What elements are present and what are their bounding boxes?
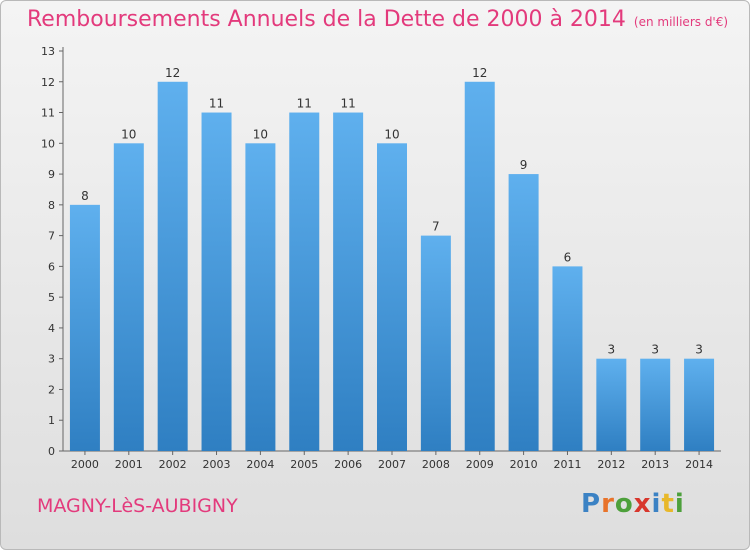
bar-value-label: 11	[340, 97, 355, 111]
logo-letter: P	[581, 489, 602, 519]
bar-value-label: 11	[297, 97, 312, 111]
bar-value-label: 10	[121, 127, 136, 141]
bar	[377, 143, 407, 452]
commune-name: MAGNY-LèS-AUBIGNY	[37, 495, 238, 517]
y-tick-label: 0	[48, 445, 55, 458]
y-tick-label: 10	[41, 137, 55, 150]
x-tick-label: 2003	[203, 458, 231, 471]
y-tick-label: 13	[41, 45, 55, 58]
x-tick-label: 2011	[553, 458, 581, 471]
y-tick-label: 2	[48, 383, 55, 396]
x-tick-label: 2001	[115, 458, 143, 471]
bar	[596, 358, 627, 451]
x-tick-label: 2010	[510, 458, 538, 471]
bar	[69, 204, 100, 451]
logo-letter: i	[651, 489, 662, 519]
bar-value-label: 10	[253, 127, 268, 141]
x-tick-label: 2013	[641, 458, 669, 471]
bar-value-label: 3	[608, 343, 616, 357]
chart-title: Remboursements Annuels de la Dette de 20…	[27, 7, 728, 32]
y-tick-label: 11	[41, 107, 55, 120]
bar	[420, 235, 451, 451]
bar-value-label: 11	[209, 97, 224, 111]
chart-subtitle: (en milliers d'€)	[633, 15, 729, 29]
bar-value-label: 9	[520, 158, 528, 172]
bar-value-label: 6	[564, 250, 572, 264]
logo-letter: t	[661, 489, 675, 519]
bar	[552, 266, 583, 451]
x-tick-label: 2002	[159, 458, 187, 471]
logo-letter: x	[633, 489, 652, 519]
x-tick-label: 2000	[71, 458, 99, 471]
bar	[201, 112, 232, 452]
bar-value-label: 12	[472, 66, 487, 80]
y-tick-label: 5	[48, 291, 55, 304]
proxiti-logo[interactable]: Proxiti	[581, 489, 685, 519]
x-tick-label: 2012	[597, 458, 625, 471]
bar-value-label: 3	[651, 343, 659, 357]
bar	[333, 112, 364, 452]
bar	[289, 112, 320, 452]
y-tick-label: 3	[48, 353, 55, 366]
x-tick-label: 2004	[246, 458, 274, 471]
y-tick-label: 12	[41, 76, 55, 89]
x-tick-label: 2005	[290, 458, 318, 471]
x-tick-label: 2014	[685, 458, 713, 471]
bar-value-label: 8	[81, 189, 89, 203]
bar	[245, 143, 276, 452]
bar	[684, 358, 715, 451]
y-tick-label: 8	[48, 199, 55, 212]
x-tick-label: 2009	[466, 458, 494, 471]
logo-letter: o	[614, 489, 634, 519]
x-tick-label: 2006	[334, 458, 362, 471]
bar	[157, 81, 188, 452]
bar	[113, 143, 144, 452]
y-tick-label: 9	[48, 168, 55, 181]
bar	[464, 81, 495, 452]
bar	[640, 358, 671, 451]
bar-value-label: 10	[384, 127, 399, 141]
x-tick-label: 2007	[378, 458, 406, 471]
logo-letter: i	[674, 489, 685, 519]
x-tick-label: 2008	[422, 458, 450, 471]
bar-value-label: 12	[165, 66, 180, 80]
chart-title-text: Remboursements Annuels de la Dette de 20…	[27, 7, 626, 32]
y-tick-label: 1	[48, 414, 55, 427]
logo-letter: r	[601, 489, 615, 519]
bar-value-label: 7	[432, 220, 440, 234]
bar-value-label: 3	[695, 343, 703, 357]
y-tick-label: 4	[48, 322, 55, 335]
y-tick-label: 7	[48, 230, 55, 243]
bar	[508, 174, 539, 452]
y-tick-label: 6	[48, 260, 55, 273]
